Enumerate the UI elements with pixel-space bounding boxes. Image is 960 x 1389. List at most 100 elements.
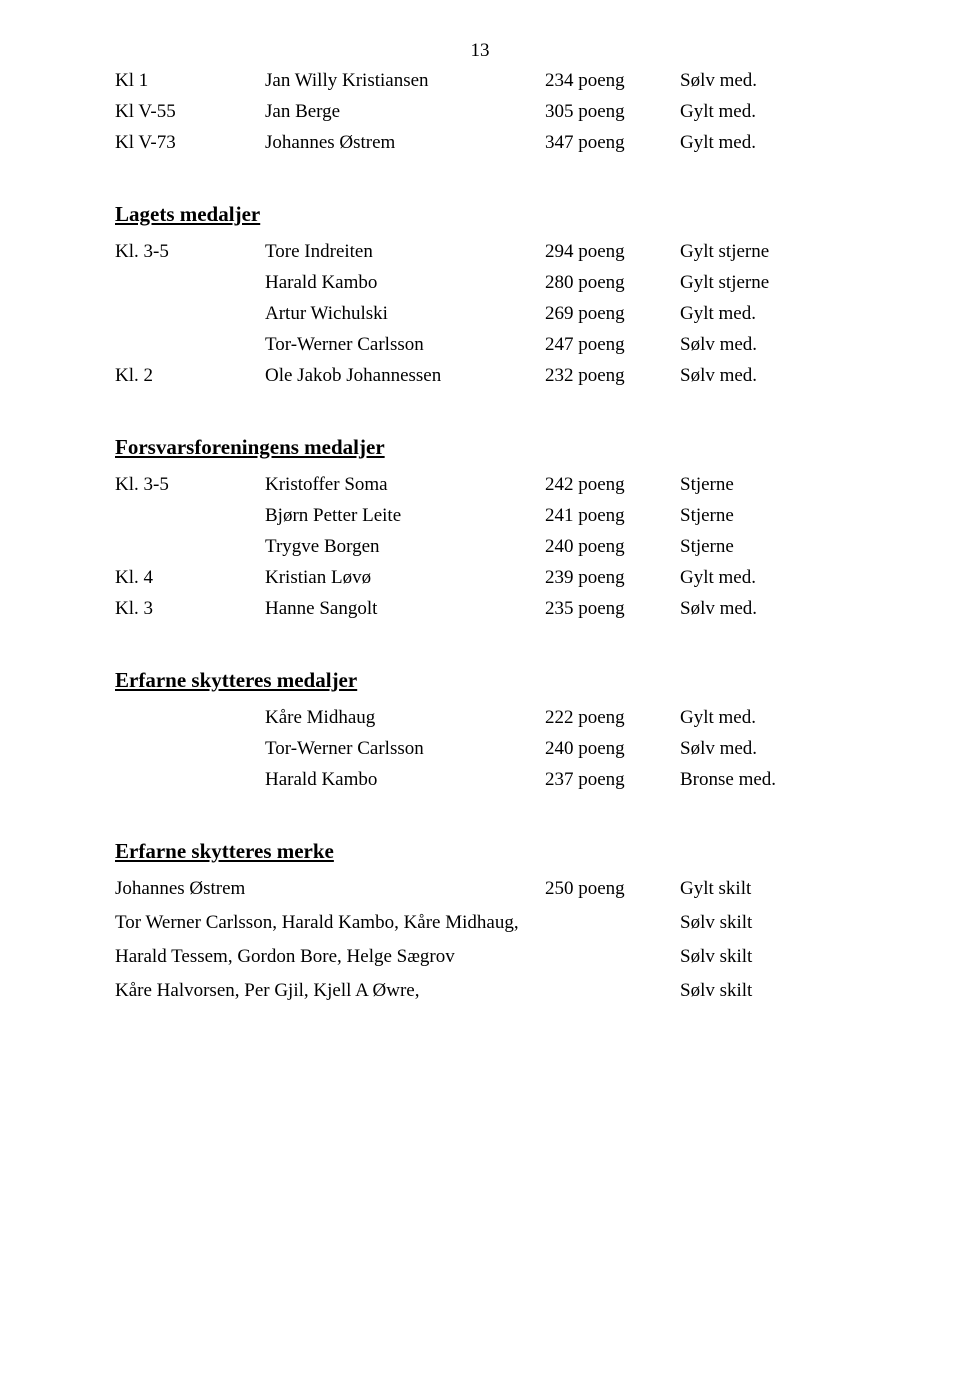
table-row: Artur Wichulski 269 poeng Gylt med. bbox=[115, 303, 845, 325]
class-cell: Kl. 2 bbox=[115, 365, 265, 387]
table-row: Kl. 3-5 Tore Indreiten 294 poeng Gylt st… bbox=[115, 241, 845, 263]
medal-cell: Stjerne bbox=[680, 505, 845, 527]
class-cell bbox=[115, 334, 265, 356]
class-cell bbox=[115, 769, 265, 791]
points-cell: 232 poeng bbox=[545, 365, 680, 387]
points-cell: 234 poeng bbox=[545, 70, 680, 92]
section-heading-lagets: Lagets medaljer bbox=[115, 202, 845, 227]
points-cell bbox=[545, 946, 680, 968]
points-cell bbox=[545, 912, 680, 934]
name-cell: Kristian Løvø bbox=[265, 567, 545, 589]
points-cell: 222 poeng bbox=[545, 707, 680, 729]
points-cell: 269 poeng bbox=[545, 303, 680, 325]
class-cell bbox=[115, 707, 265, 729]
medal-cell: Gylt stjerne bbox=[680, 272, 845, 294]
medal-cell: Stjerne bbox=[680, 474, 845, 496]
name-cell: Tore Indreiten bbox=[265, 241, 545, 263]
table-row: Kl V-73 Johannes Østrem 347 poeng Gylt m… bbox=[115, 132, 845, 154]
name-cell: Trygve Borgen bbox=[265, 536, 545, 558]
table-row: Tor Werner Carlsson, Harald Kambo, Kåre … bbox=[115, 912, 845, 934]
name-cell: Kåre Midhaug bbox=[265, 707, 545, 729]
table-row: Kl. 3 Hanne Sangolt 235 poeng Sølv med. bbox=[115, 598, 845, 620]
medal-cell: Sølv med. bbox=[680, 598, 845, 620]
section-heading-erfarne-merke: Erfarne skytteres merke bbox=[115, 839, 845, 864]
class-cell: Kl 1 bbox=[115, 70, 265, 92]
points-cell: 280 poeng bbox=[545, 272, 680, 294]
class-cell: Kl. 3-5 bbox=[115, 474, 265, 496]
class-cell bbox=[115, 536, 265, 558]
points-cell: 250 poeng bbox=[545, 878, 680, 900]
table-row: Harald Kambo 280 poeng Gylt stjerne bbox=[115, 272, 845, 294]
medal-cell: Sølv skilt bbox=[680, 946, 845, 968]
points-cell: 242 poeng bbox=[545, 474, 680, 496]
document-page: 13 Kl 1 Jan Willy Kristiansen 234 poeng … bbox=[0, 0, 960, 1054]
class-cell bbox=[115, 505, 265, 527]
medal-cell: Bronse med. bbox=[680, 769, 845, 791]
points-cell: 247 poeng bbox=[545, 334, 680, 356]
medal-cell: Gylt med. bbox=[680, 707, 845, 729]
points-cell: 347 poeng bbox=[545, 132, 680, 154]
name-cell: Harald Kambo bbox=[265, 769, 545, 791]
table-row: Tor-Werner Carlsson 240 poeng Sølv med. bbox=[115, 738, 845, 760]
name-cell: Artur Wichulski bbox=[265, 303, 545, 325]
class-cell: Kl. 4 bbox=[115, 567, 265, 589]
class-cell bbox=[115, 303, 265, 325]
medal-cell: Sølv med. bbox=[680, 70, 845, 92]
class-cell: Kl. 3-5 bbox=[115, 241, 265, 263]
class-cell bbox=[115, 738, 265, 760]
table-row: Harald Tessem, Gordon Bore, Helge Sægrov… bbox=[115, 946, 845, 968]
name-cell: Harald Tessem, Gordon Bore, Helge Sægrov bbox=[115, 946, 545, 968]
medal-cell: Gylt med. bbox=[680, 132, 845, 154]
page-number: 13 bbox=[115, 40, 845, 62]
points-cell: 305 poeng bbox=[545, 101, 680, 123]
table-row: Kl. 3-5 Kristoffer Soma 242 poeng Stjern… bbox=[115, 474, 845, 496]
table-row: Bjørn Petter Leite 241 poeng Stjerne bbox=[115, 505, 845, 527]
section-heading-forsvars: Forsvarsforeningens medaljer bbox=[115, 435, 845, 460]
medal-cell: Gylt med. bbox=[680, 101, 845, 123]
table-row: Kl. 4 Kristian Løvø 239 poeng Gylt med. bbox=[115, 567, 845, 589]
points-cell: 237 poeng bbox=[545, 769, 680, 791]
name-cell: Kristoffer Soma bbox=[265, 474, 545, 496]
table-row: Kåre Halvorsen, Per Gjil, Kjell A Øwre, … bbox=[115, 980, 845, 1002]
medal-cell: Gylt med. bbox=[680, 303, 845, 325]
table-row: Harald Kambo 237 poeng Bronse med. bbox=[115, 769, 845, 791]
table-row: Kl. 2 Ole Jakob Johannessen 232 poeng Sø… bbox=[115, 365, 845, 387]
name-cell: Hanne Sangolt bbox=[265, 598, 545, 620]
name-cell: Tor-Werner Carlsson bbox=[265, 738, 545, 760]
medal-cell: Gylt stjerne bbox=[680, 241, 845, 263]
table-row: Tor-Werner Carlsson 247 poeng Sølv med. bbox=[115, 334, 845, 356]
name-cell: Harald Kambo bbox=[265, 272, 545, 294]
name-cell: Johannes Østrem bbox=[115, 878, 545, 900]
name-cell: Ole Jakob Johannessen bbox=[265, 365, 545, 387]
points-cell: 294 poeng bbox=[545, 241, 680, 263]
points-cell: 240 poeng bbox=[545, 738, 680, 760]
medal-cell: Gylt skilt bbox=[680, 878, 845, 900]
name-cell: Jan Willy Kristiansen bbox=[265, 70, 545, 92]
points-cell: 240 poeng bbox=[545, 536, 680, 558]
class-cell: Kl V-55 bbox=[115, 101, 265, 123]
table-row: Kl V-55 Jan Berge 305 poeng Gylt med. bbox=[115, 101, 845, 123]
medal-cell: Sølv med. bbox=[680, 365, 845, 387]
name-cell: Kåre Halvorsen, Per Gjil, Kjell A Øwre, bbox=[115, 980, 545, 1002]
name-cell: Jan Berge bbox=[265, 101, 545, 123]
table-row: Kl 1 Jan Willy Kristiansen 234 poeng Søl… bbox=[115, 70, 845, 92]
table-row: Johannes Østrem 250 poeng Gylt skilt bbox=[115, 878, 845, 900]
name-cell: Johannes Østrem bbox=[265, 132, 545, 154]
points-cell: 239 poeng bbox=[545, 567, 680, 589]
medal-cell: Stjerne bbox=[680, 536, 845, 558]
medal-cell: Gylt med. bbox=[680, 567, 845, 589]
medal-cell: Sølv med. bbox=[680, 334, 845, 356]
name-cell: Tor-Werner Carlsson bbox=[265, 334, 545, 356]
name-cell: Tor Werner Carlsson, Harald Kambo, Kåre … bbox=[115, 912, 545, 934]
points-cell: 235 poeng bbox=[545, 598, 680, 620]
class-cell bbox=[115, 272, 265, 294]
section-heading-erfarne-medaljer: Erfarne skytteres medaljer bbox=[115, 668, 845, 693]
class-cell: Kl V-73 bbox=[115, 132, 265, 154]
points-cell: 241 poeng bbox=[545, 505, 680, 527]
name-cell: Bjørn Petter Leite bbox=[265, 505, 545, 527]
table-row: Kåre Midhaug 222 poeng Gylt med. bbox=[115, 707, 845, 729]
class-cell: Kl. 3 bbox=[115, 598, 265, 620]
table-row: Trygve Borgen 240 poeng Stjerne bbox=[115, 536, 845, 558]
medal-cell: Sølv med. bbox=[680, 738, 845, 760]
points-cell bbox=[545, 980, 680, 1002]
